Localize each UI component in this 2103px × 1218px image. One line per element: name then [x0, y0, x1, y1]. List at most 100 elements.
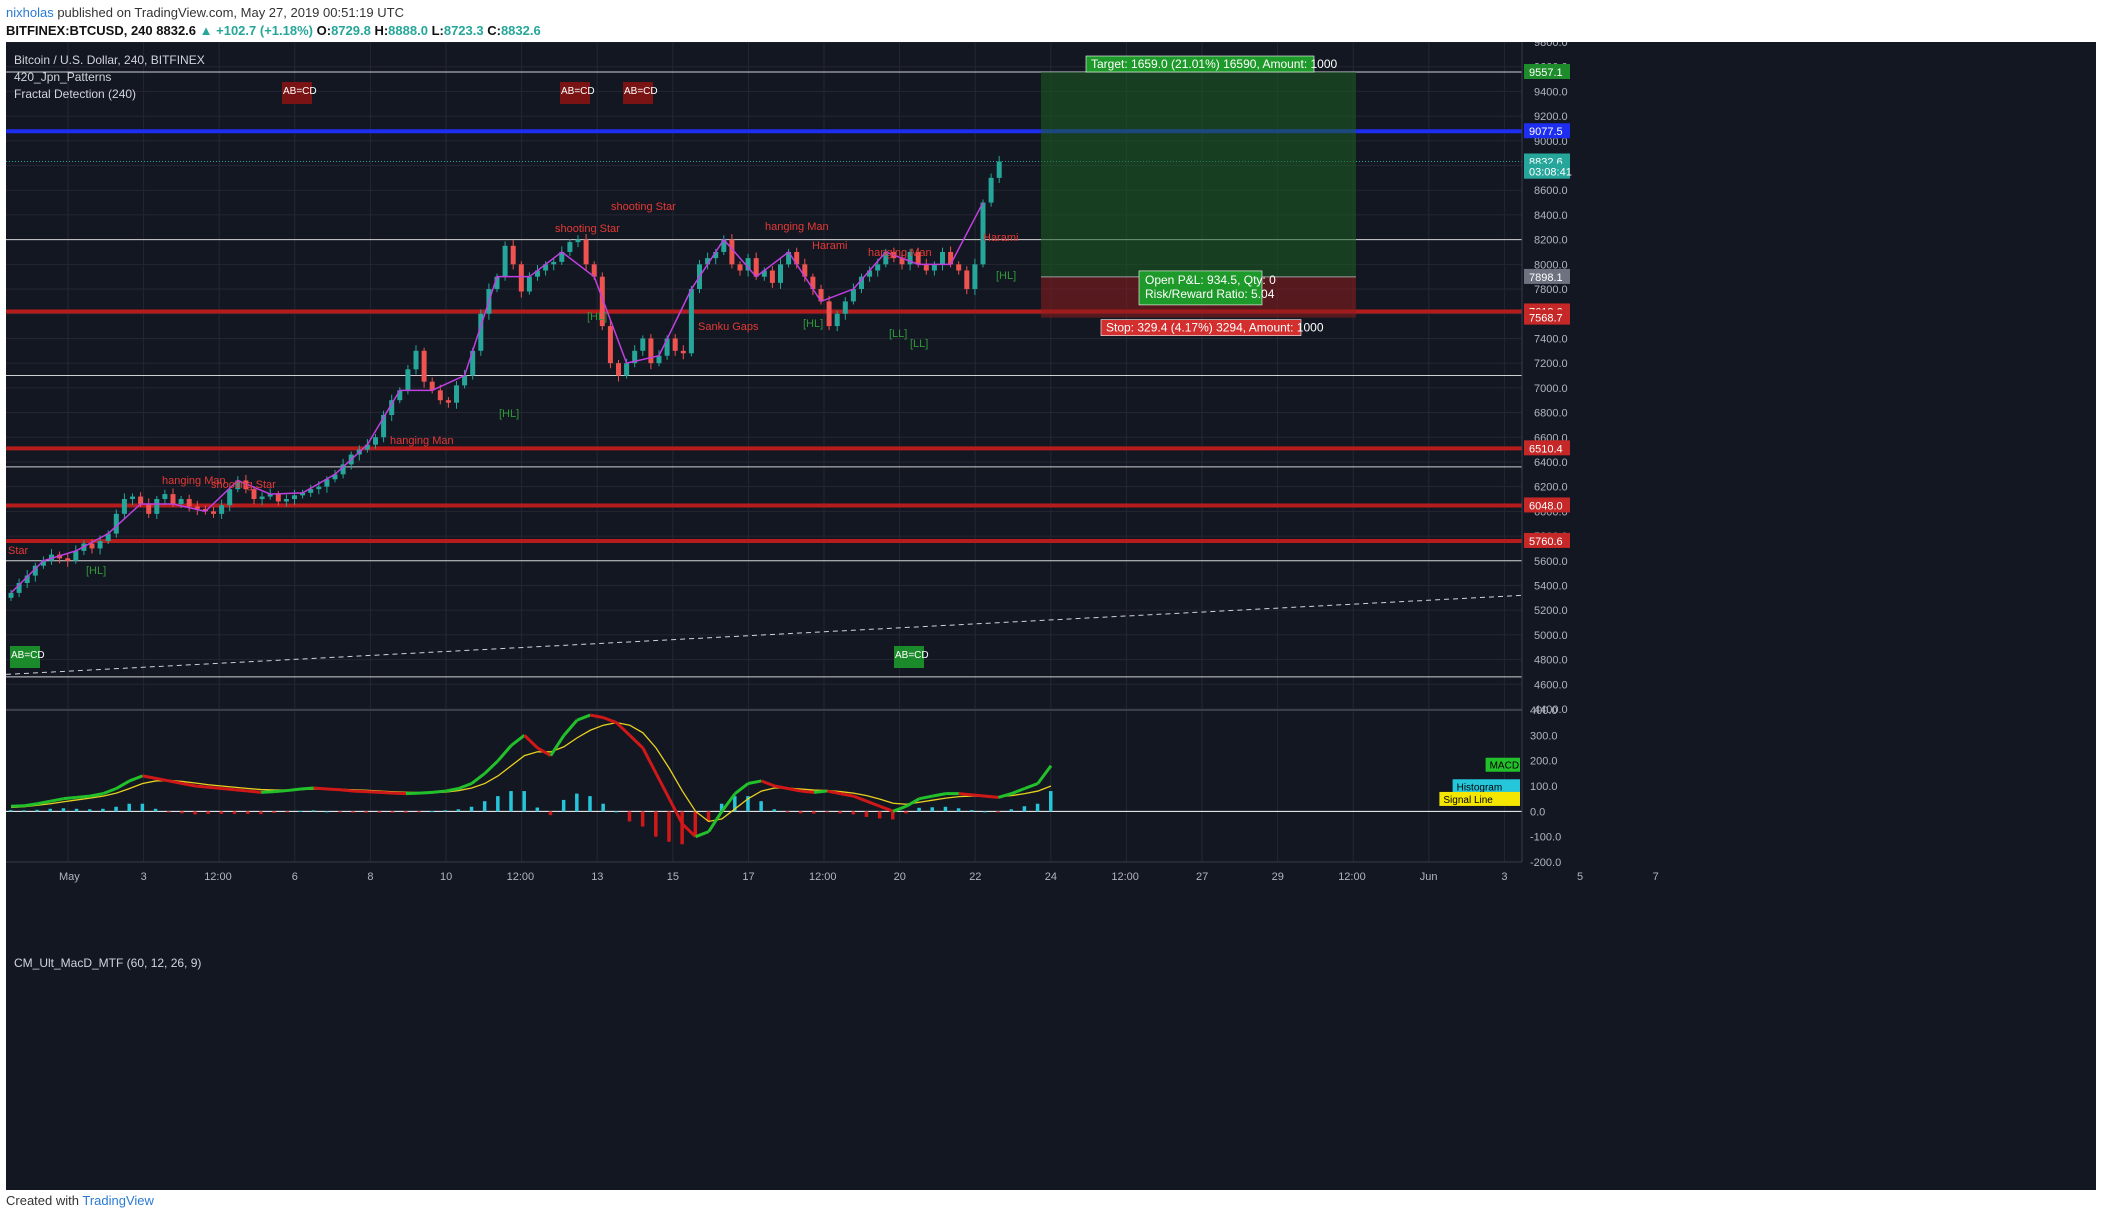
candle[interactable]	[24, 570, 30, 589]
candle[interactable]	[834, 310, 840, 332]
price-axis[interactable]: 9800.09600.09400.09200.09000.08800.08600…	[6, 37, 2096, 1190]
candle[interactable]	[931, 261, 937, 276]
candle[interactable]	[73, 545, 79, 564]
chart-svg[interactable]: Target: 1659.0 (21.01%) 16590, Amount: 1…	[5, 37, 2096, 1190]
candle[interactable]	[867, 266, 873, 282]
candle[interactable]	[219, 499, 225, 519]
candle[interactable]	[996, 155, 1002, 183]
candle[interactable]	[194, 500, 200, 515]
candle[interactable]	[518, 261, 524, 298]
candle[interactable]	[842, 297, 848, 320]
candle[interactable]	[421, 347, 427, 388]
candle[interactable]	[227, 486, 233, 512]
candle[interactable]	[8, 589, 14, 601]
candle[interactable]	[988, 173, 994, 207]
candle[interactable]	[956, 261, 962, 275]
target-zone[interactable]	[1041, 72, 1356, 277]
candle[interactable]	[729, 234, 735, 269]
candle[interactable]	[308, 484, 314, 497]
candle[interactable]	[251, 486, 257, 505]
candle[interactable]	[405, 365, 411, 395]
candle[interactable]	[121, 493, 127, 519]
candle[interactable]	[721, 235, 727, 256]
candle[interactable]	[332, 469, 338, 483]
candle[interactable]	[616, 360, 621, 382]
candle[interactable]	[567, 239, 573, 257]
candle[interactable]	[445, 397, 451, 408]
candle[interactable]	[656, 350, 662, 367]
candle[interactable]	[778, 258, 783, 289]
candle[interactable]	[810, 273, 816, 296]
candle[interactable]	[826, 295, 832, 331]
candle[interactable]	[300, 489, 306, 499]
candle[interactable]	[32, 562, 38, 582]
candle[interactable]	[850, 283, 856, 305]
candle[interactable]	[672, 334, 678, 356]
trend-line[interactable]	[5, 594, 1523, 675]
candle[interactable]	[705, 252, 711, 270]
candle[interactable]	[57, 551, 63, 564]
candle[interactable]	[745, 253, 751, 277]
tradingview-logo-link[interactable]: TradingView	[82, 1193, 154, 1208]
candle[interactable]	[535, 264, 540, 281]
candle[interactable]	[478, 309, 484, 356]
chart-area[interactable]: Target: 1659.0 (21.01%) 16590, Amount: 1…	[5, 37, 2096, 1190]
candle[interactable]	[364, 439, 370, 453]
candle[interactable]	[502, 241, 508, 281]
candle[interactable]	[16, 578, 22, 597]
candle[interactable]	[113, 509, 119, 538]
candle[interactable]	[575, 235, 581, 248]
candle[interactable]	[632, 345, 638, 368]
candle[interactable]	[769, 266, 775, 288]
candle[interactable]	[413, 345, 419, 375]
candle[interactable]	[186, 494, 192, 512]
candle[interactable]	[154, 495, 160, 519]
candle[interactable]	[753, 252, 759, 280]
candle[interactable]	[907, 248, 913, 271]
candle[interactable]	[688, 285, 694, 357]
candle[interactable]	[49, 549, 54, 565]
candle[interactable]	[283, 494, 289, 507]
macd-pane[interactable]: MACD Histogram Signal Line	[6, 713, 1522, 845]
candle[interactable]	[737, 261, 743, 276]
candle[interactable]	[551, 257, 557, 271]
candle[interactable]	[389, 394, 395, 422]
candle[interactable]	[373, 434, 378, 449]
candle[interactable]	[65, 553, 71, 567]
candle[interactable]	[899, 252, 905, 270]
candle[interactable]	[130, 493, 135, 506]
candle[interactable]	[640, 335, 646, 356]
candle[interactable]	[859, 273, 864, 294]
candle[interactable]	[607, 320, 613, 369]
candle[interactable]	[381, 410, 387, 443]
candle[interactable]	[259, 492, 265, 506]
candle[interactable]	[559, 246, 565, 265]
candle[interactable]	[202, 505, 208, 515]
candle[interactable]	[923, 258, 929, 275]
candle[interactable]	[972, 258, 978, 296]
candle[interactable]	[940, 247, 945, 271]
candle[interactable]	[235, 476, 241, 493]
candle[interactable]	[510, 240, 516, 270]
candle-body	[583, 239, 589, 265]
long-position-tool[interactable]: Target: 1659.0 (21.01%) 16590, Amount: 1…	[1041, 55, 1356, 336]
candle[interactable]	[340, 458, 346, 479]
candle[interactable]	[146, 498, 152, 518]
candle[interactable]	[462, 369, 468, 389]
candle[interactable]	[211, 507, 216, 518]
horizontal-levels[interactable]	[5, 71, 1523, 678]
candle[interactable]	[980, 199, 986, 268]
candle[interactable]	[40, 556, 46, 569]
candle[interactable]	[583, 234, 589, 271]
candle-body	[292, 495, 297, 500]
candle[interactable]	[292, 489, 297, 506]
candle[interactable]	[599, 272, 605, 331]
candle[interactable]	[162, 489, 168, 506]
candle[interactable]	[454, 381, 459, 409]
candle[interactable]	[437, 384, 443, 405]
candle[interactable]	[964, 266, 970, 295]
candle[interactable]	[680, 345, 686, 360]
author-link[interactable]: nixholas	[6, 5, 54, 20]
candles[interactable]	[8, 155, 1002, 601]
candle[interactable]	[648, 334, 654, 370]
